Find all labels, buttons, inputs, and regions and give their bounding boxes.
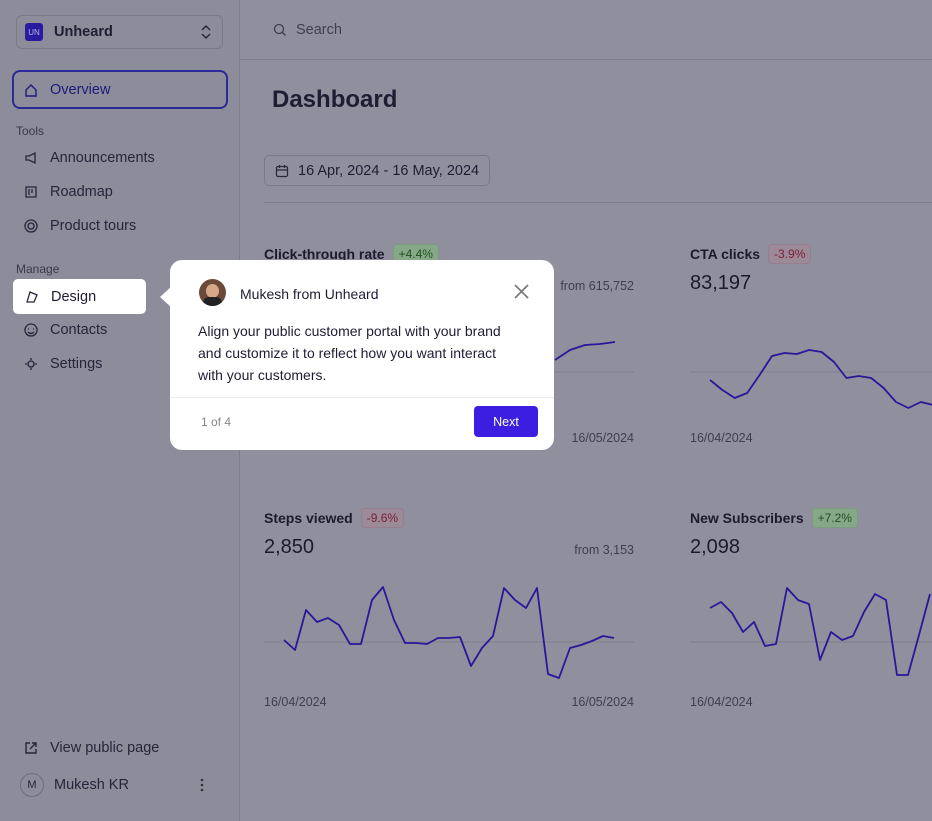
start-date: 16/04/2024 — [690, 695, 753, 709]
tour-line: with your customers. — [198, 367, 327, 383]
search-icon — [273, 23, 286, 36]
highlighted-nav-item[interactable]: Design — [13, 279, 146, 314]
nav-item[interactable]: Product tours — [14, 209, 224, 243]
icon-shape — [25, 358, 37, 370]
sparkline — [709, 587, 931, 676]
end-date: 16/05/2024 — [571, 431, 634, 445]
comparison: from 3,153 — [574, 543, 634, 557]
nav-label: Product tours — [50, 218, 137, 234]
end-date: 16/05/2024 — [571, 695, 634, 709]
nav-icon — [25, 151, 36, 165]
metric-name: CTA clicks — [690, 246, 761, 262]
date-picker[interactable]: 16 Apr, 2024 - 16 May, 2024 — [264, 155, 491, 186]
card-title: CTA clicks -3.9% — [690, 244, 812, 264]
nav-label: View public page — [50, 740, 160, 756]
nav-icon — [24, 323, 38, 337]
sparkline — [709, 349, 932, 409]
tour-arrow — [160, 286, 172, 308]
search-bar[interactable]: Search — [240, 0, 932, 60]
icon-shape — [24, 219, 38, 233]
nav-label: Roadmap — [50, 184, 113, 200]
card-title: Click-through rate +4.4% — [264, 244, 439, 264]
change-badge: -9.6% — [360, 508, 405, 528]
workspace-name: Unheard — [54, 24, 113, 40]
next-button[interactable]: Next — [474, 406, 538, 437]
tour-line: Align your public customer portal with y… — [198, 323, 501, 339]
nav-label: Design — [51, 288, 97, 305]
icon-shape — [25, 186, 37, 198]
section-heading: Manage — [16, 262, 60, 276]
nav-item[interactable]: Overview — [12, 70, 228, 109]
design-icon — [26, 290, 38, 303]
divider — [264, 202, 932, 203]
nav-item[interactable]: Settings — [14, 347, 224, 381]
close-button[interactable] — [514, 284, 529, 299]
sender-name: Mukesh from Unheard — [240, 286, 379, 302]
sparkline — [283, 586, 615, 679]
date-range: 16 Apr, 2024 - 16 May, 2024 — [298, 162, 480, 179]
chevron-icon — [201, 24, 211, 40]
nav-item[interactable]: Contacts — [14, 313, 224, 347]
tour-body: Align your public customer portal with y… — [198, 320, 501, 386]
change-badge: +7.2% — [811, 508, 858, 528]
nav-icon — [25, 186, 37, 198]
nav-icon — [25, 358, 37, 370]
change-badge: +4.4% — [392, 244, 439, 264]
nav-label: Announcements — [50, 150, 155, 166]
nav-label: Settings — [50, 356, 103, 372]
start-date: 16/04/2024 — [264, 695, 327, 709]
metric-value: 83,197 — [690, 272, 752, 294]
comparison: from 615,752 — [560, 279, 634, 293]
nav-item[interactable]: View public page — [14, 731, 224, 765]
workspace-logo: UN — [25, 23, 43, 41]
metric-name: Steps viewed — [264, 510, 353, 526]
calendar-icon — [275, 164, 289, 177]
metric-value: 2,850 — [264, 536, 315, 558]
more-icon[interactable] — [200, 778, 204, 792]
tour-progress: 1 of 4 — [201, 415, 232, 429]
metric-name: New Subscribers — [690, 510, 804, 526]
section-heading: Tools — [16, 124, 45, 138]
card-title: Steps viewed -9.6% — [264, 508, 405, 528]
home-icon — [25, 83, 37, 97]
card-title: New Subscribers +7.2% — [690, 508, 858, 528]
nav-item[interactable]: Roadmap — [14, 175, 224, 209]
metric-name: Click-through rate — [264, 246, 385, 262]
tour-popover: Mukesh from Unheard Align your public cu… — [170, 260, 554, 450]
sparkline — [554, 341, 616, 361]
divider — [170, 397, 554, 398]
nav-icon — [24, 219, 38, 233]
nav-label: Overview — [50, 81, 111, 98]
workspace-switcher[interactable]: UN Unheard — [16, 15, 223, 49]
start-date: 16/04/2024 — [690, 431, 753, 445]
user-menu[interactable]: M Mukesh KR — [14, 768, 224, 802]
nav-item[interactable]: Announcements — [14, 141, 224, 175]
user-avatar: M — [20, 773, 44, 797]
external-icon — [25, 742, 37, 754]
user-name: Mukesh KR — [54, 777, 129, 793]
page-title: Dashboard — [272, 86, 398, 113]
change-badge: -3.9% — [768, 244, 812, 264]
sender-avatar — [199, 279, 226, 306]
nav-label: Contacts — [50, 322, 108, 338]
tour-line: and customize it to reflect how you want… — [198, 345, 497, 361]
icon-shape — [25, 151, 36, 165]
search-placeholder: Search — [296, 21, 342, 38]
icon-shape — [24, 323, 38, 337]
metric-value: 2,098 — [690, 536, 741, 558]
